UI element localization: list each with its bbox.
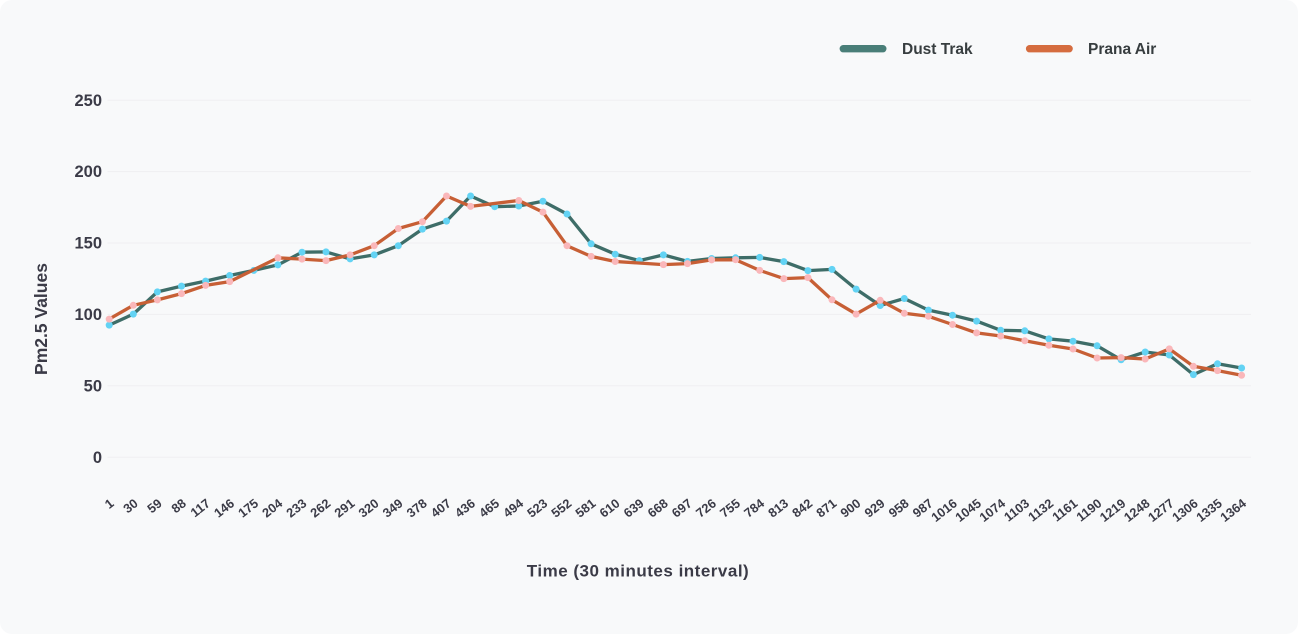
svg-text:Dust Trak: Dust Trak: [902, 41, 973, 58]
svg-text:Prana Air: Prana Air: [1088, 41, 1156, 58]
svg-text:150: 150: [74, 235, 102, 253]
svg-text:Time (30 minutes interval): Time (30 minutes interval): [527, 562, 749, 581]
svg-text:200: 200: [74, 163, 102, 181]
svg-text:50: 50: [84, 377, 102, 395]
svg-text:250: 250: [74, 92, 102, 110]
svg-text:100: 100: [74, 306, 102, 324]
svg-text:0: 0: [93, 449, 102, 467]
svg-text:Pm2.5 Values: Pm2.5 Values: [31, 263, 51, 375]
